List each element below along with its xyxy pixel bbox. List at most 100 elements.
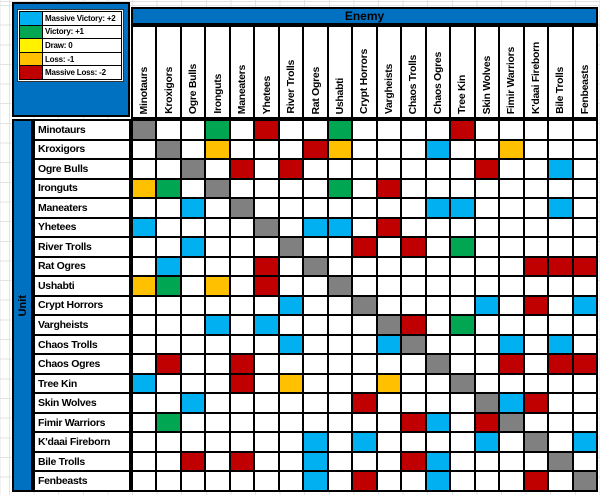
grid-cell[interactable] bbox=[402, 238, 425, 256]
grid-cell[interactable] bbox=[549, 257, 572, 276]
grid-cell[interactable] bbox=[402, 140, 425, 159]
grid-cell[interactable] bbox=[230, 238, 254, 256]
grid-cell[interactable] bbox=[157, 160, 180, 178]
column-header-cell[interactable]: Yhetees bbox=[255, 27, 278, 117]
grid-cell[interactable] bbox=[475, 218, 499, 237]
grid-cell[interactable] bbox=[304, 121, 327, 139]
grid-cell[interactable] bbox=[157, 394, 180, 412]
column-header-cell[interactable]: Fenbeasts bbox=[573, 27, 596, 117]
grid-cell[interactable] bbox=[500, 472, 523, 490]
grid-cell[interactable] bbox=[255, 413, 278, 432]
grid-cell[interactable] bbox=[402, 199, 425, 217]
grid-cell[interactable] bbox=[181, 238, 205, 256]
grid-cell[interactable] bbox=[426, 160, 450, 178]
grid-cell[interactable] bbox=[353, 433, 376, 451]
grid-cell[interactable] bbox=[426, 238, 450, 256]
grid-cell[interactable] bbox=[451, 472, 474, 490]
grid-cell[interactable] bbox=[181, 413, 205, 432]
grid-cell[interactable] bbox=[255, 394, 278, 412]
grid-cell[interactable] bbox=[402, 452, 425, 471]
grid-cell[interactable] bbox=[475, 238, 499, 256]
grid-cell[interactable] bbox=[451, 140, 474, 159]
grid-cell[interactable] bbox=[573, 472, 596, 490]
grid-cell[interactable] bbox=[304, 296, 327, 315]
grid-cell[interactable] bbox=[451, 160, 474, 178]
grid-cell[interactable] bbox=[279, 179, 303, 198]
grid-cell[interactable] bbox=[353, 199, 376, 217]
grid-cell[interactable] bbox=[328, 355, 352, 373]
grid-cell[interactable] bbox=[304, 218, 327, 237]
grid-cell[interactable] bbox=[549, 277, 572, 295]
enemy-header-cell[interactable]: Enemy bbox=[131, 7, 598, 25]
column-header-cell[interactable]: K'daai Fireborn bbox=[524, 27, 548, 117]
grid-cell[interactable] bbox=[230, 413, 254, 432]
grid-cell[interactable] bbox=[304, 355, 327, 373]
grid-cell[interactable] bbox=[304, 452, 327, 471]
grid-cell[interactable] bbox=[279, 160, 303, 178]
grid-cell[interactable] bbox=[133, 257, 156, 276]
grid-cell[interactable] bbox=[475, 374, 499, 393]
grid-cell[interactable] bbox=[500, 257, 523, 276]
grid-cell[interactable] bbox=[426, 140, 450, 159]
grid-cell[interactable] bbox=[279, 296, 303, 315]
grid-cell[interactable] bbox=[304, 277, 327, 295]
column-header-cell[interactable]: River Trolls bbox=[279, 27, 303, 117]
grid-cell[interactable] bbox=[181, 179, 205, 198]
grid-cell[interactable] bbox=[475, 199, 499, 217]
grid-cell[interactable] bbox=[181, 335, 205, 354]
grid-cell[interactable] bbox=[206, 394, 229, 412]
grid-cell[interactable] bbox=[230, 394, 254, 412]
grid-cell[interactable] bbox=[304, 394, 327, 412]
grid-cell[interactable] bbox=[353, 140, 376, 159]
grid-cell[interactable] bbox=[206, 140, 229, 159]
grid-cell[interactable] bbox=[402, 335, 425, 354]
grid-cell[interactable] bbox=[451, 257, 474, 276]
grid-cell[interactable] bbox=[402, 296, 425, 315]
grid-cell[interactable] bbox=[181, 160, 205, 178]
grid-cell[interactable] bbox=[524, 374, 548, 393]
grid-cell[interactable] bbox=[353, 355, 376, 373]
grid-cell[interactable] bbox=[573, 121, 596, 139]
grid-cell[interactable] bbox=[181, 316, 205, 334]
column-header-cell[interactable]: Rat Ogres bbox=[304, 27, 327, 117]
grid-cell[interactable] bbox=[304, 335, 327, 354]
grid-cell[interactable] bbox=[230, 140, 254, 159]
grid-cell[interactable] bbox=[206, 296, 229, 315]
grid-cell[interactable] bbox=[255, 452, 278, 471]
grid-cell[interactable] bbox=[573, 218, 596, 237]
grid-cell[interactable] bbox=[573, 374, 596, 393]
grid-cell[interactable] bbox=[255, 433, 278, 451]
grid-cell[interactable] bbox=[426, 257, 450, 276]
grid-cell[interactable] bbox=[426, 316, 450, 334]
grid-cell[interactable] bbox=[304, 160, 327, 178]
grid-cell[interactable] bbox=[524, 218, 548, 237]
grid-cell[interactable] bbox=[157, 316, 180, 334]
grid-cell[interactable] bbox=[353, 296, 376, 315]
grid-cell[interactable] bbox=[230, 257, 254, 276]
grid-cell[interactable] bbox=[402, 277, 425, 295]
grid-cell[interactable] bbox=[426, 335, 450, 354]
grid-cell[interactable] bbox=[451, 277, 474, 295]
grid-cell[interactable] bbox=[353, 374, 376, 393]
grid-cell[interactable] bbox=[426, 355, 450, 373]
grid-cell[interactable] bbox=[304, 433, 327, 451]
grid-cell[interactable] bbox=[475, 394, 499, 412]
row-header-cell[interactable]: Crypt Horrors bbox=[35, 296, 129, 315]
grid-cell[interactable] bbox=[426, 179, 450, 198]
grid-cell[interactable] bbox=[304, 140, 327, 159]
grid-cell[interactable] bbox=[402, 472, 425, 490]
grid-cell[interactable] bbox=[230, 277, 254, 295]
grid-cell[interactable] bbox=[328, 413, 352, 432]
grid-cell[interactable] bbox=[328, 472, 352, 490]
grid-cell[interactable] bbox=[451, 452, 474, 471]
grid-cell[interactable] bbox=[402, 394, 425, 412]
grid-cell[interactable] bbox=[255, 257, 278, 276]
column-header-cell[interactable]: Crypt Horrors bbox=[353, 27, 376, 117]
grid-cell[interactable] bbox=[500, 218, 523, 237]
unit-header-cell[interactable]: Unit bbox=[12, 119, 33, 492]
grid-cell[interactable] bbox=[524, 238, 548, 256]
grid-cell[interactable] bbox=[304, 257, 327, 276]
grid-cell[interactable] bbox=[451, 355, 474, 373]
grid-cell[interactable] bbox=[475, 433, 499, 451]
grid-cell[interactable] bbox=[181, 296, 205, 315]
